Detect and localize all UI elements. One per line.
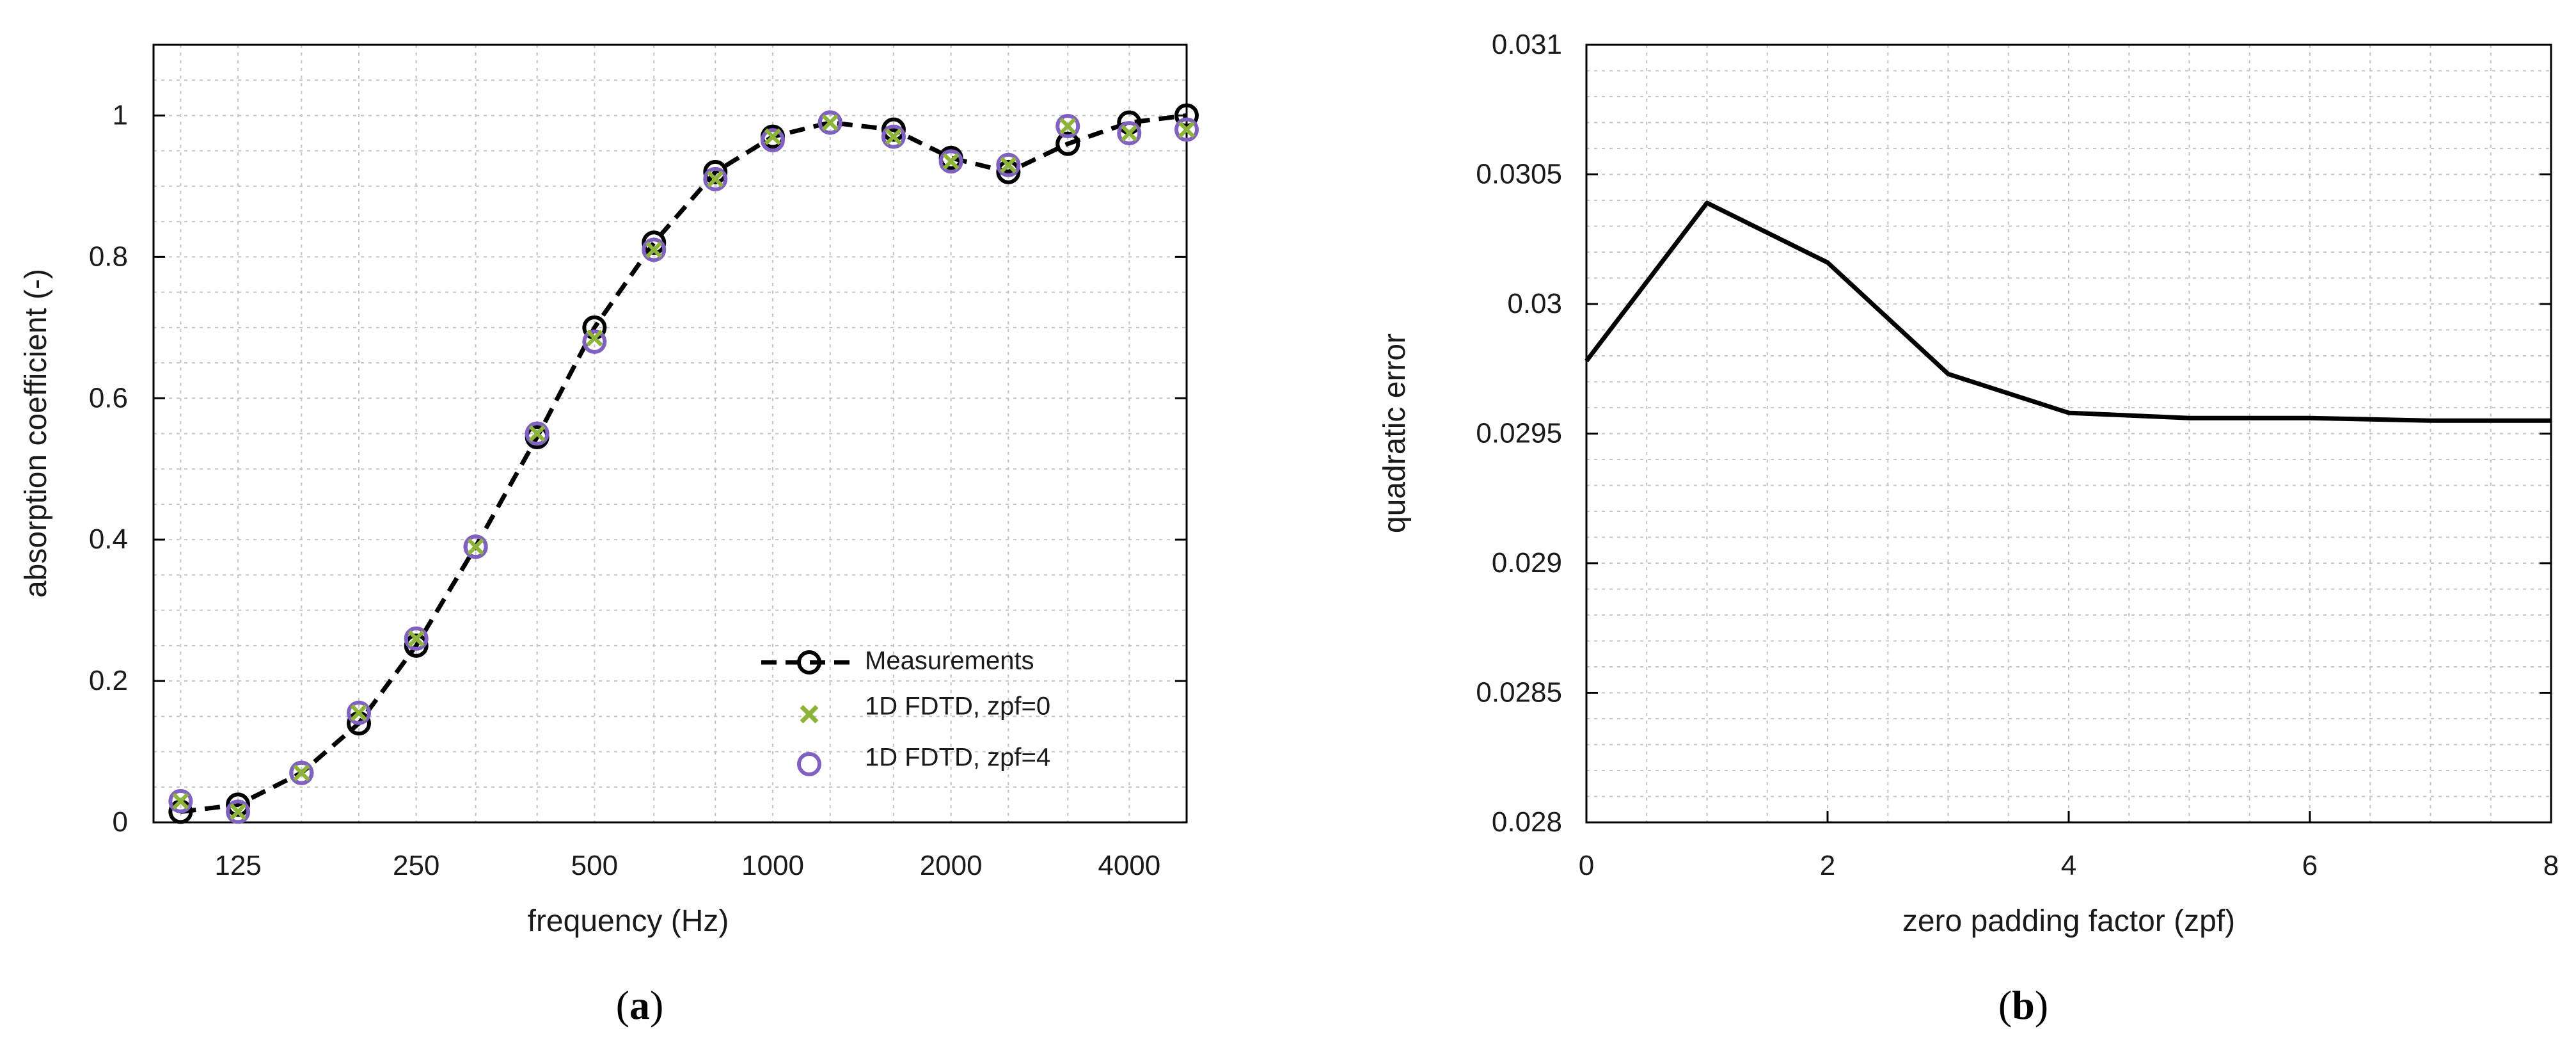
x-tick-label: 8: [2543, 850, 2559, 881]
fdtd-zpf4-point: [463, 534, 488, 559]
fdtd-zpf0-point: [407, 630, 425, 647]
measurements-point: [1055, 131, 1080, 156]
measurements-point: [642, 230, 667, 255]
fdtd-zpf0-point: [707, 170, 724, 188]
quadratic-error-line: [1584, 200, 2551, 423]
fdtd-zpf4-point: [226, 799, 251, 824]
fdtd-zpf4-point: [404, 626, 429, 651]
fdtd-zpf4-point: [168, 788, 193, 813]
fdtd-zpf4-point: [1055, 114, 1080, 139]
fdtd-zpf4-point: [642, 237, 667, 262]
fdtd-zpf0-point: [467, 538, 484, 555]
fdtd-zpf4-point: [703, 166, 728, 191]
fdtd-zpf0-point: [885, 128, 903, 145]
measurements-point: [703, 159, 728, 184]
fdtd-zpf0-point: [942, 153, 960, 170]
fdtd-zpf4-point: [761, 128, 786, 153]
y-tick-label: 0.029: [1492, 547, 1562, 579]
x-tick-label: 2000: [920, 850, 983, 881]
fdtd-zpf0-point: [1121, 124, 1138, 142]
measurements-line: [180, 113, 1187, 814]
fdtd-zpf0-point: [1059, 117, 1077, 135]
fdtd-zpf0-point: [586, 330, 603, 347]
panel-a-y-axis-label: absorption coefficient (-): [19, 269, 53, 598]
fdtd-zpf4-point: [881, 124, 906, 149]
panel-b-ticks: 0.028 0.0285 0.029 0.0295 0.03 0.0305 0.031 0 2 4…: [1476, 29, 2559, 881]
fdtd-zpf4-point: [996, 152, 1021, 177]
y-tick-label: 0.4: [89, 524, 128, 555]
legend-fdtd-zpf4-label: 1D FDTD, zpf=4: [865, 744, 1050, 772]
caption-a: (a): [616, 982, 664, 1028]
fdtd-zpf0-point: [293, 764, 310, 781]
caption-b: (b): [1998, 982, 2048, 1028]
fdtd-zpf4-point: [818, 110, 842, 135]
measurements-point: [404, 633, 429, 658]
fdtd-zpf0-point: [528, 425, 546, 442]
panel-a-chart: 0 0.2 0.4 0.6 0.8 1 125 250 500 1000 2000 4000 freq…: [19, 44, 1199, 938]
x-tick-label: 500: [571, 850, 618, 881]
y-tick-label: 0.031: [1492, 29, 1562, 60]
fdtd-zpf0-point: [229, 803, 247, 820]
panel-b-grid: [1586, 45, 2551, 822]
legend-measurements-marker: [797, 650, 821, 675]
fdtd-zpf0-point: [1178, 121, 1196, 138]
panel-b-chart: 0.028 0.0285 0.029 0.0295 0.03 0.0305 0.031 0 2 4…: [1378, 29, 2559, 938]
fdtd-zpf4-point: [1117, 121, 1142, 146]
y-tick-label: 0.2: [89, 665, 128, 696]
panel-b-series: [1584, 200, 2551, 423]
x-tick-label: 2: [1820, 850, 1835, 881]
y-tick-label: 0.03: [1507, 288, 1562, 319]
legend-fdtd-zpf0-label: 1D FDTD, zpf=0: [865, 692, 1050, 721]
y-tick-label: 0.6: [89, 382, 128, 413]
fdtd-zpf4-point: [525, 421, 549, 446]
measurements-point: [226, 792, 251, 817]
fdtd-zpf0-point: [172, 792, 189, 810]
legend-fdtd-zpf0-marker: [800, 705, 819, 724]
fdtd-zpf4-point: [938, 149, 963, 174]
y-tick-label: 0.0295: [1476, 418, 1562, 449]
fdtd-zpf4-point: [289, 760, 314, 785]
measurements-point: [996, 159, 1021, 184]
x-tick-label: 250: [393, 850, 439, 881]
fdtd-zpf0-point: [764, 128, 782, 145]
fdtd-zpf0-point: [645, 241, 663, 259]
panel-a-x-axis-label: frequency (Hz): [528, 904, 729, 938]
legend-measurements-label: Measurements: [865, 647, 1034, 675]
fdtd-zpf4-point: [582, 329, 607, 354]
panel-a-frame: [152, 44, 1188, 824]
y-tick-label: 0.8: [89, 241, 128, 272]
y-tick-label: 0: [113, 806, 128, 838]
y-tick-label: 0.028: [1492, 806, 1562, 838]
panel-a-legend: Measurements 1D FDTD, zpf=0 1D FDTD, zpf…: [761, 647, 1050, 776]
fdtd-zpf0-point: [821, 114, 839, 131]
measurements-point: [881, 117, 906, 142]
panel-a-series: [168, 103, 1199, 824]
y-tick-label: 1: [113, 99, 128, 131]
measurements-point: [1174, 103, 1199, 128]
panel-a-ticks: 0 0.2 0.4 0.6 0.8 1 125 250 500 1000 2000 4000: [89, 99, 1187, 881]
fdtd-zpf4-point: [1174, 117, 1199, 142]
fdtd-zpf0-point: [1000, 156, 1017, 173]
x-tick-label: 125: [214, 850, 261, 881]
x-tick-label: 4: [2061, 850, 2076, 881]
x-tick-label: 1000: [741, 850, 804, 881]
y-tick-label: 0.0305: [1476, 159, 1562, 190]
x-tick-label: 4000: [1098, 850, 1160, 881]
x-tick-label: 6: [2302, 850, 2318, 881]
panel-a-grid: [154, 45, 1187, 822]
y-tick-label: 0.0285: [1476, 677, 1562, 708]
panel-b-y-axis-label: quadratic error: [1378, 333, 1412, 533]
x-tick-label: 0: [1579, 850, 1594, 881]
fdtd-zpf4-point: [347, 700, 372, 725]
legend-fdtd-zpf4-marker: [797, 752, 821, 776]
fdtd-zpf0-point: [350, 704, 368, 721]
panel-b-x-axis-label: zero padding factor (zpf): [1902, 904, 2235, 938]
